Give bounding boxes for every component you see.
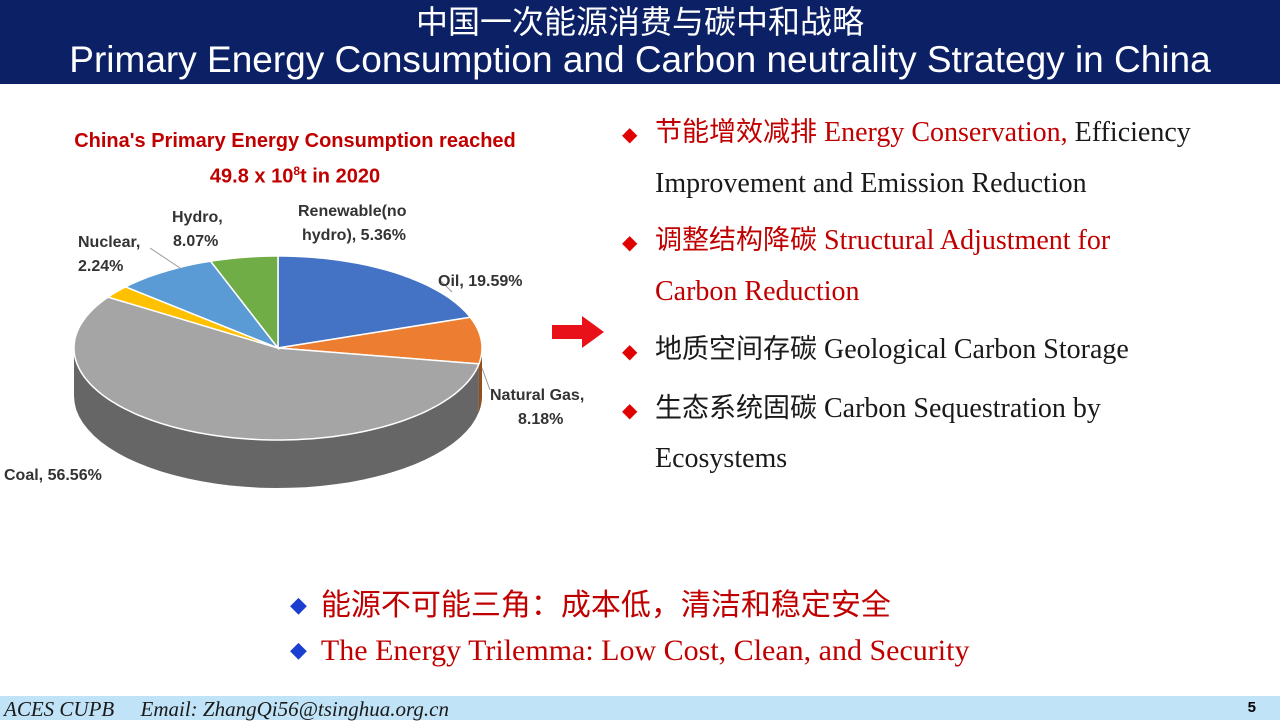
footer-info: ACES CUPB Email: ZhangQi56@tsinghua.org.… <box>4 697 449 721</box>
slide-header: 中国一次能源消费与碳中和战略 Primary Energy Consumptio… <box>0 0 1280 84</box>
pie-side-coal <box>74 348 479 488</box>
pie-chart: Oil, 19.59% Natural Gas, 8.18% Coal, 56.56%… <box>4 203 584 488</box>
trilemma-en-text: The Energy Trilemma: Low Cost, Clean, an… <box>320 634 970 667</box>
diamond-bullet-icon: ◆ <box>290 637 307 662</box>
footer-bar: ACES CUPB Email: ZhangQi56@tsinghua.org.… <box>0 696 1280 721</box>
pie-label-coal: Coal, 56.56% <box>4 467 102 484</box>
pie-slice-coal <box>73 296 480 441</box>
strategy-en-red: Structural Adjustment for <box>824 225 1111 256</box>
trilemma-zh-text: 能源不可能三角：成本低，清洁和稳定安全 <box>320 588 891 623</box>
strategy-en: Efficiency <box>1067 117 1191 148</box>
footer-org: ACES CUPB <box>4 697 115 721</box>
strategy-en: Carbon Sequestration by <box>824 393 1101 424</box>
strategy-line2: Carbon Reduction <box>655 276 860 307</box>
pie-leader-natural-gas <box>481 367 491 391</box>
trilemma-chinese: ◆ 能源不可能三角：成本低，清洁和稳定安全 <box>290 580 891 624</box>
chart-title-value: 49.8 x 10 <box>209 165 294 188</box>
title-english: Primary Energy Consumption and Carbon ne… <box>69 39 1211 80</box>
right-arrow-icon <box>552 316 604 348</box>
page-number: 5 <box>1247 699 1256 716</box>
strategy-en-red: Energy Conservation, <box>824 117 1068 148</box>
pie-leader-oil <box>439 279 453 293</box>
strategy-en: Geological Carbon Storage <box>824 334 1129 365</box>
strategy-line1: 地质空间存碳 Geological Carbon Storage <box>655 325 1129 375</box>
chart-title-line1: China's Primary Energy Consumption reach… <box>74 130 516 152</box>
strategy-zh: 节能增效减排 <box>655 117 817 148</box>
title-chinese: 中国一次能源消费与碳中和战略 <box>415 3 864 41</box>
pie-leader-nuclear <box>149 247 181 269</box>
strategy-line1: 生态系统固碳 Carbon Sequestration by <box>655 384 1101 434</box>
pie-slice-renewable-no-hydro <box>209 255 279 351</box>
pie-slice-hydro <box>123 260 281 350</box>
strategy-line1: 节能增效减排 Energy Conservation, Efficiency <box>655 108 1191 158</box>
diamond-bullet-icon: ◆ <box>622 124 638 146</box>
strategy-line2: Ecosystems <box>655 443 788 474</box>
chart-title-suffix: t in 2020 <box>300 165 381 188</box>
diamond-bullet-icon: ◆ <box>622 232 638 254</box>
trilemma-english: ◆ The Energy Trilemma: Low Cost, Clean, a… <box>290 634 969 668</box>
pie-slice-oil <box>277 255 472 349</box>
strategy-line2: Improvement and Emission Reduction <box>655 168 1087 199</box>
chart-title-line2: 49.8 x 108t in 2020 <box>30 156 560 192</box>
pie-label-renewable-no-hydro: Renewable(no hydro), 5.36% <box>298 203 407 244</box>
pie-label-oil: Oil, 19.59% <box>438 273 523 290</box>
diamond-bullet-icon: ◆ <box>622 400 638 422</box>
pie-label-hydro: Hydro, 8.07% <box>172 209 223 250</box>
strategy-zh: 调整结构降碳 <box>655 225 817 256</box>
chart-title: China's Primary Energy Consumption reach… <box>30 126 560 192</box>
strategy-zh: 生态系统固碳 <box>655 393 817 424</box>
pie-slice-natural-gas <box>277 316 483 365</box>
strategy-zh: 地质空间存碳 <box>655 334 817 365</box>
diamond-bullet-icon: ◆ <box>622 341 638 363</box>
chart-title-exponent: 8 <box>293 164 301 178</box>
pie-label-nuclear: Nuclear, 2.24% <box>78 234 140 275</box>
pie-label-natural-gas: Natural Gas, 8.18% <box>490 387 584 428</box>
diamond-bullet-icon: ◆ <box>290 593 307 618</box>
strategy-line1: 调整结构降碳 Structural Adjustment for <box>655 216 1110 266</box>
pie-slice-nuclear <box>106 286 279 349</box>
footer-email: Email: ZhangQi56@tsinghua.org.cn <box>140 697 449 721</box>
